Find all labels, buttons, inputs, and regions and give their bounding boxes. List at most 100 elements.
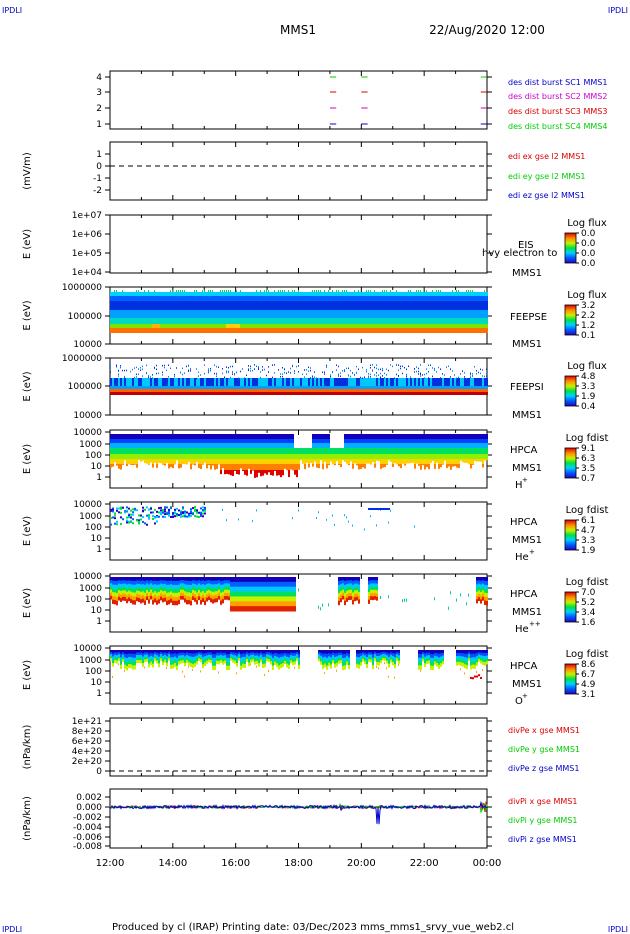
spectrogram-pixel (288, 434, 290, 439)
spectrogram-pixel (224, 592, 226, 597)
spectrogram-pixel (224, 389, 226, 392)
spectrogram-pixel (454, 386, 456, 389)
spectrogram-pixel (216, 365, 217, 368)
spectrogram-pixel (158, 580, 160, 585)
spectrogram-pixel (132, 292, 134, 296)
spectrogram-pixel (410, 392, 412, 395)
spectrogram-pixel (420, 290, 421, 292)
spectrogram-pixel (136, 296, 138, 301)
spectrogram-pixel (120, 310, 122, 318)
spectrogram-pixel (374, 324, 376, 328)
spectrogram-pixel (156, 464, 158, 468)
spectrogram-pixel (374, 378, 376, 386)
spectrogram-pixel (368, 301, 370, 310)
spectrogram-pixel (262, 301, 264, 310)
spectrogram-pixel (114, 588, 116, 593)
spectrogram-pixel (170, 595, 172, 600)
spectrogram-pixel (280, 375, 281, 378)
spectrogram-pixel (112, 464, 114, 467)
spectrogram-pixel (262, 464, 264, 470)
spectrogram-pixel (140, 301, 142, 310)
spectrogram-pixel (276, 324, 278, 328)
spectrogram-pixel (468, 290, 469, 292)
spectrogram-pixel (348, 301, 350, 310)
spectrogram-pixel (414, 328, 416, 333)
spectrogram-pixel (252, 392, 254, 395)
spectrogram-pixel (160, 301, 162, 310)
spectrogram-pixel (190, 459, 192, 464)
spectrogram-pixel (376, 328, 378, 333)
spectrogram-pixel (380, 448, 382, 454)
spectrogram-pixel (286, 392, 288, 395)
spectrogram-pixel (400, 443, 402, 448)
spectrogram-pixel (434, 369, 435, 372)
spectrogram-pixel (132, 600, 134, 605)
spectrogram-pixel (258, 581, 260, 588)
spectrogram-pixel (476, 292, 478, 296)
spectrogram-pixel (266, 470, 268, 475)
spectrogram-pixel (214, 580, 216, 585)
spectrogram-pixel (336, 369, 337, 371)
spectrogram-pixel (208, 290, 209, 292)
spectrogram-pixel (456, 448, 458, 454)
spectrogram-pixel (112, 454, 114, 459)
spectrogram-pixel (466, 292, 468, 296)
spectrogram-pixel (274, 296, 276, 301)
spectrogram-pixel (306, 459, 308, 463)
spectrogram-pixel (444, 389, 446, 392)
spectrogram-pixel (200, 328, 202, 333)
spectrogram-pixel (416, 439, 418, 443)
spectrogram-pixel (430, 378, 432, 386)
spectrogram-pixel (320, 328, 322, 333)
spectrogram-pixel (110, 454, 112, 459)
spectrogram-pixel (304, 454, 306, 459)
spectrogram-pixel (288, 386, 290, 389)
spectrogram-pixel (312, 310, 314, 318)
spectrogram-pixel (282, 434, 284, 439)
spectrogram-pixel (370, 378, 372, 386)
spectrogram-pixel (134, 318, 136, 324)
spectrogram-pixel (204, 372, 205, 375)
spectrogram-pixel (334, 318, 336, 324)
spectrogram-pixel (460, 318, 462, 324)
spectrogram-pixel (304, 392, 306, 395)
spectrogram-pixel (402, 301, 404, 310)
spectrogram-pixel (178, 324, 180, 328)
spectrogram-pixel (414, 454, 416, 459)
spectrogram-pixel (410, 310, 412, 318)
date-title: 22/Aug/2020 12:00 (429, 23, 545, 37)
spectrogram-pixel (458, 290, 459, 292)
spectrogram-pixel (138, 296, 140, 301)
spectrogram-pixel (174, 511, 176, 514)
spectrogram-pixel (360, 454, 362, 459)
spectrogram-pixel (246, 328, 248, 333)
spectrogram-pixel (192, 439, 194, 443)
spectrogram-pixel (284, 368, 285, 370)
spectrogram-pixel (362, 454, 364, 459)
spectrogram-pixel (348, 389, 350, 392)
spectrogram-pixel (250, 324, 252, 328)
spectrogram-pixel (356, 324, 358, 328)
spectrogram-pixel (450, 454, 452, 459)
spectrogram-pixel (170, 292, 172, 296)
spectrogram-pixel (484, 378, 486, 386)
spectrogram-pixel (150, 328, 152, 333)
spectrogram-pixel (204, 509, 206, 512)
spectrogram-pixel (284, 318, 286, 324)
spectrogram-pixel (474, 310, 476, 318)
spectrogram-pixel (164, 378, 166, 386)
spectrogram-pixel (224, 583, 226, 588)
spectrogram-pixel (128, 577, 130, 581)
spectrogram-pixel (484, 386, 486, 389)
spectrogram-pixel (166, 292, 168, 296)
spectrogram-pixel (230, 318, 232, 324)
spectrogram-pixel (246, 324, 248, 328)
spectrogram-pixel (486, 292, 488, 296)
spectrogram-pixel (292, 439, 294, 443)
spectrogram-pixel (162, 364, 163, 367)
spectrogram-pixel (348, 464, 350, 466)
colorbar-tick-label: 0.0 (581, 239, 596, 249)
spectrogram-pixel (420, 375, 421, 377)
spectrogram-pixel (384, 454, 386, 459)
